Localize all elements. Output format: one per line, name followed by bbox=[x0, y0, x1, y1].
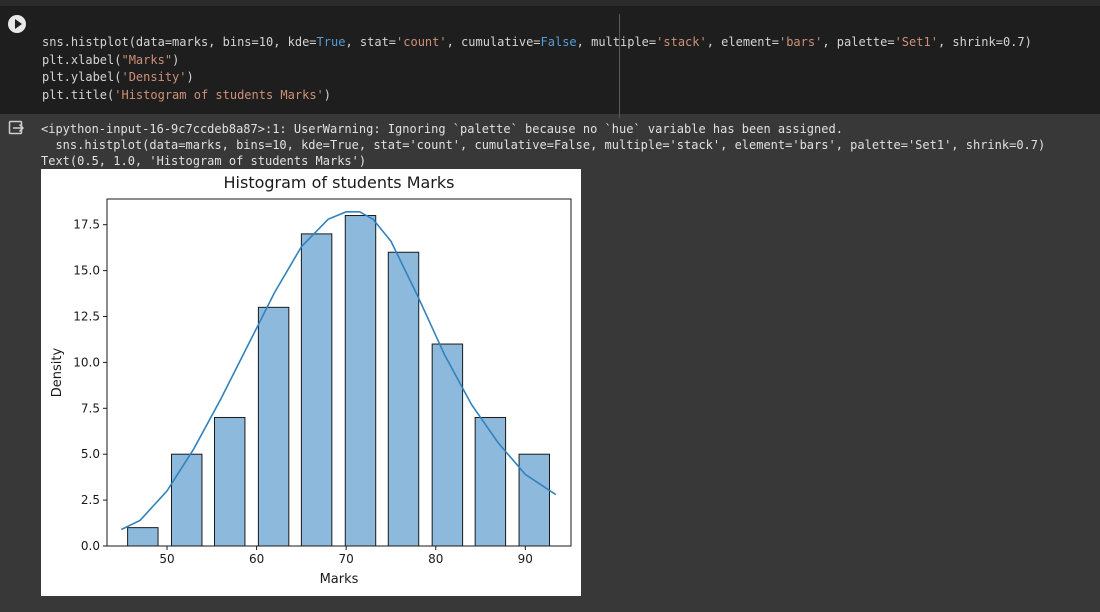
output-line: <ipython-input-16-9c7ccdeb8a87>:1: UserW… bbox=[41, 122, 843, 136]
y-tick-label: 7.5 bbox=[81, 401, 100, 415]
plot-frame bbox=[106, 198, 572, 547]
code-token: , cumulative= bbox=[446, 35, 541, 49]
code-token: "Marks" bbox=[121, 52, 173, 67]
code-token: ) bbox=[172, 52, 180, 67]
code-token: plt.xlabel( bbox=[42, 52, 122, 67]
code-cell[interactable]: sns.histplot(data=marks, bins=10, kde=Tr… bbox=[0, 6, 1100, 118]
x-tick-label: 90 bbox=[518, 552, 533, 566]
histogram-bar bbox=[213, 416, 246, 547]
y-tick-label: 12.5 bbox=[73, 310, 100, 324]
y-tick-label: 17.5 bbox=[73, 218, 100, 232]
histogram-bar bbox=[127, 527, 159, 547]
histogram-plot: 50 60 70 80 90 0.0 2.5 5.0 7.5 10.0 12.5 15.0 17.5 Hi… bbox=[41, 169, 581, 596]
histogram-bar bbox=[257, 306, 290, 547]
histogram-bar bbox=[170, 453, 203, 547]
run-cell-button[interactable] bbox=[8, 15, 26, 33]
code-token: False bbox=[540, 35, 577, 49]
output-redirect-icon[interactable] bbox=[8, 120, 24, 136]
code-token: ) bbox=[186, 70, 194, 85]
code-token: sns.histplot(data=marks, bins=10, kde= bbox=[42, 35, 317, 49]
x-tick-label: 70 bbox=[339, 552, 354, 566]
histogram-bar bbox=[474, 416, 507, 547]
y-tick-label: 0.0 bbox=[81, 539, 100, 553]
code-token: 'bars' bbox=[778, 35, 823, 49]
histogram-bar bbox=[518, 453, 550, 547]
y-tick-label: 15.0 bbox=[73, 264, 100, 278]
histogram-bar bbox=[387, 251, 420, 547]
code-token: 'Histogram of students Marks' bbox=[114, 88, 324, 103]
code-token: , palette= bbox=[822, 35, 895, 49]
code-editor[interactable]: sns.histplot(data=marks, bins=10, kde=Tr… bbox=[42, 34, 1032, 105]
y-tick-label: 10.0 bbox=[73, 355, 100, 369]
code-token: plt.ylabel( bbox=[42, 70, 122, 85]
code-token: 'count' bbox=[396, 35, 447, 49]
code-token: 'stack' bbox=[656, 35, 707, 49]
text-cursor bbox=[619, 14, 620, 118]
y-axis-label: Density bbox=[50, 347, 65, 397]
output-text: <ipython-input-16-9c7ccdeb8a87>:1: UserW… bbox=[41, 121, 1045, 169]
code-token: True bbox=[316, 35, 346, 49]
top-bar bbox=[0, 0, 1100, 6]
code-token: 'Set1' bbox=[894, 35, 938, 49]
output-line: sns.histplot(data=marks, bins=10, kde=Tr… bbox=[41, 138, 1046, 152]
code-token: plt.title( bbox=[42, 88, 115, 103]
code-token: , multiple= bbox=[576, 35, 657, 49]
x-tick-label: 50 bbox=[159, 552, 174, 566]
histogram-bar bbox=[300, 233, 333, 547]
histogram-bar bbox=[431, 343, 464, 547]
x-tick-label: 80 bbox=[428, 552, 443, 566]
y-tick-label: 2.5 bbox=[81, 493, 100, 507]
code-token: , stat= bbox=[345, 35, 397, 49]
histogram-chart: 50 60 70 80 90 0.0 2.5 5.0 7.5 10.0 12.5 15.0 17.5 Hi… bbox=[50, 173, 572, 587]
code-token: , shrink=0.7) bbox=[937, 35, 1032, 49]
output-line: Text(0.5, 1.0, 'Histogram of students Ma… bbox=[41, 154, 367, 168]
x-axis-label: Marks bbox=[320, 572, 359, 587]
kde-line bbox=[120, 211, 557, 531]
chart-title: Histogram of students Marks bbox=[224, 173, 455, 192]
code-token: 'Density' bbox=[121, 70, 187, 85]
y-tick-label: 5.0 bbox=[81, 447, 100, 461]
code-token: ) bbox=[323, 88, 331, 103]
code-token: , element= bbox=[706, 35, 779, 49]
x-tick-label: 60 bbox=[249, 552, 264, 566]
histogram-bar bbox=[344, 215, 377, 547]
